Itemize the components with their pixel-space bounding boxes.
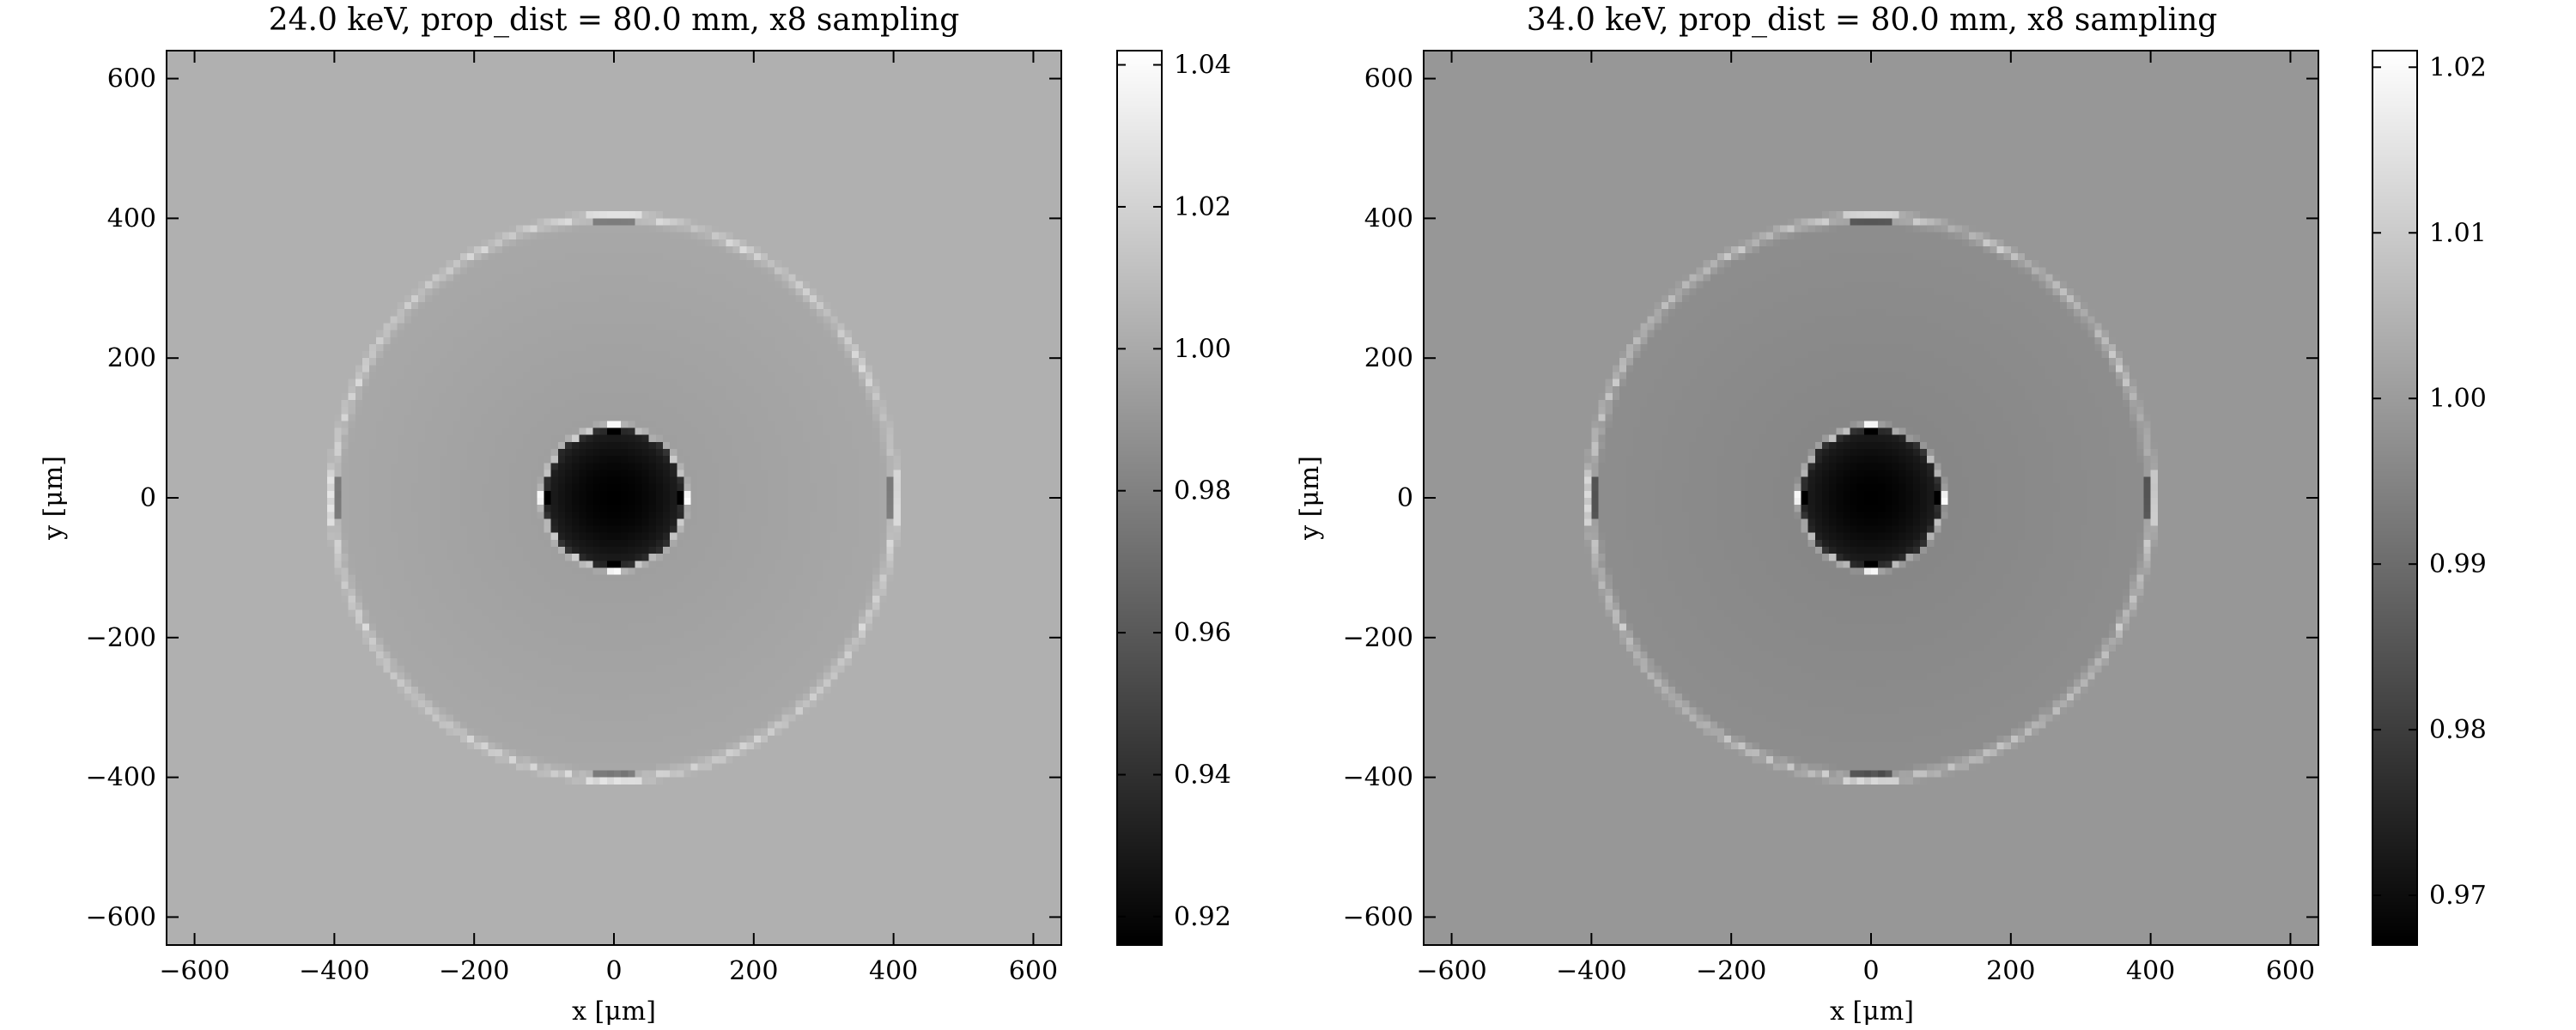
panel-2-colorbar-ticks: 1.02 1.01 1.00 0.99 0.98 0.97	[2372, 52, 2487, 911]
y-tick-label: −200	[1343, 623, 1413, 653]
panel-2-title: 34.0 keV, prop_dist = 80.0 mm, x8 sampli…	[1527, 3, 2218, 38]
panel-1-colorbar-frame	[1116, 50, 1163, 946]
x-tick-label: −600	[1416, 956, 1486, 986]
y-tick-label: −200	[86, 623, 156, 653]
colorbar-tick-label: 0.92	[1174, 902, 1231, 932]
colorbar-tick-label: 0.97	[2429, 881, 2487, 911]
colorbar-tick-label: 1.01	[2429, 218, 2487, 248]
colorbar-tick-label: 0.98	[1174, 476, 1231, 506]
x-tick-label: −400	[299, 956, 369, 986]
panel-2: 34.0 keV, prop_dist = 80.0 mm, x8 sampli…	[1295, 3, 2487, 1027]
y-tick-label: −600	[1343, 902, 1413, 932]
colorbar-tick-label: 1.04	[1174, 51, 1231, 81]
panel-2-colorbar-frame	[2372, 50, 2418, 946]
colorbar-tick-label: 1.00	[2429, 384, 2487, 414]
x-tick-label: 400	[2126, 956, 2175, 986]
x-tick-label: −600	[159, 956, 229, 986]
colorbar-tick-label: 1.00	[1174, 334, 1231, 364]
y-tick-label: 600	[107, 64, 156, 94]
panel-1-ticks: −600 −400 −200 0 200 400 600 600 400 200 0 −200 −400…	[86, 51, 1061, 986]
y-tick-label: 200	[1364, 343, 1413, 373]
x-tick-label: 400	[869, 956, 918, 986]
colorbar-tick-label: 0.94	[1174, 760, 1231, 791]
panel-1: 24.0 keV, prop_dist = 80.0 mm, x8 sampli…	[39, 3, 1231, 1027]
panel-2-image	[1424, 51, 2318, 945]
x-tick-label: −200	[1696, 956, 1766, 986]
y-tick-label: 0	[1397, 483, 1413, 513]
panel-1-xlabel: x [μm]	[572, 997, 656, 1027]
colorbar-tick-label: 1.02	[2429, 52, 2487, 82]
x-tick-label: 600	[1009, 956, 1058, 986]
y-tick-label: 400	[1364, 203, 1413, 233]
x-tick-label: 0	[1862, 956, 1879, 986]
panel-1-colorbar-ticks: 1.04 1.02 1.00 0.98 0.96 0.94 0.92	[1117, 51, 1231, 932]
panel-1-title: 24.0 keV, prop_dist = 80.0 mm, x8 sampli…	[269, 3, 960, 38]
y-tick-label: −400	[86, 763, 156, 793]
colorbar-tick-label: 0.99	[2429, 549, 2487, 579]
panel-2-ylabel: y [μm]	[1295, 456, 1325, 541]
panel-2-colorbar	[2372, 51, 2417, 945]
y-tick-label: −400	[1343, 763, 1413, 793]
y-tick-label: 400	[107, 203, 156, 233]
x-tick-label: 0	[605, 956, 622, 986]
panel-2-ticks: −600 −400 −200 0 200 400 600 600 400 200 0 −200 −400…	[1343, 51, 2318, 986]
y-tick-label: −600	[86, 902, 156, 932]
x-tick-label: 600	[2266, 956, 2315, 986]
x-tick-label: −400	[1556, 956, 1626, 986]
colorbar-tick-label: 0.96	[1174, 618, 1231, 648]
colorbar-tick-label: 1.02	[1174, 192, 1231, 222]
colorbar-tick-label: 0.98	[2429, 715, 2487, 745]
panel-1-image	[167, 51, 1061, 945]
panel-1-colorbar	[1117, 51, 1162, 945]
y-tick-label: 200	[107, 343, 156, 373]
x-tick-label: 200	[1986, 956, 2035, 986]
x-tick-label: 200	[729, 956, 778, 986]
y-tick-label: 0	[140, 483, 156, 513]
x-tick-label: −200	[439, 956, 509, 986]
y-tick-label: 600	[1364, 64, 1413, 94]
panel-1-ylabel: y [μm]	[39, 456, 69, 541]
panel-2-xlabel: x [μm]	[1830, 997, 1914, 1027]
